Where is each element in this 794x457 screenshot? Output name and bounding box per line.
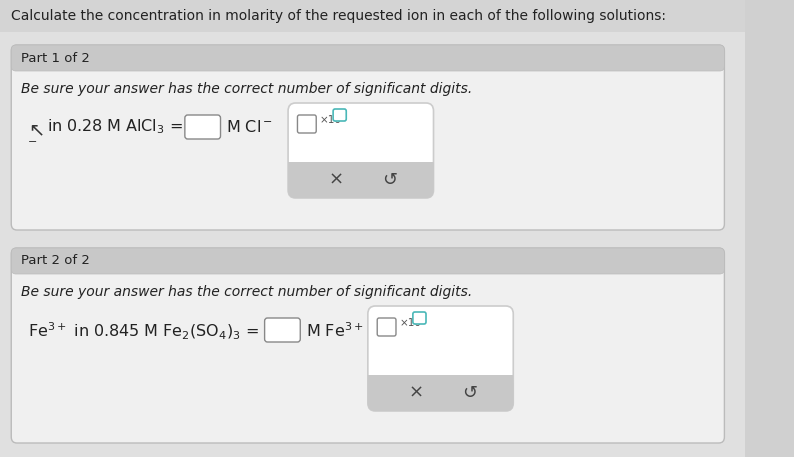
FancyBboxPatch shape — [288, 162, 434, 198]
Text: −: − — [28, 137, 37, 147]
Text: Part 1 of 2: Part 1 of 2 — [21, 52, 90, 64]
Text: ×: × — [329, 171, 344, 189]
FancyBboxPatch shape — [288, 103, 434, 198]
FancyBboxPatch shape — [368, 306, 513, 411]
FancyBboxPatch shape — [11, 248, 724, 274]
Text: Fe$^{3+}$ in 0.845 M Fe$_2$(SO$_4$)$_3$ =: Fe$^{3+}$ in 0.845 M Fe$_2$(SO$_4$)$_3$ … — [28, 320, 259, 341]
FancyBboxPatch shape — [0, 0, 745, 32]
FancyBboxPatch shape — [11, 248, 724, 443]
Text: in 0.28 M AlCl$_3$ =: in 0.28 M AlCl$_3$ = — [47, 117, 183, 136]
FancyBboxPatch shape — [333, 109, 346, 121]
FancyBboxPatch shape — [264, 318, 300, 342]
Text: M Cl$^-$: M Cl$^-$ — [226, 119, 273, 135]
Text: ↺: ↺ — [383, 171, 398, 189]
FancyBboxPatch shape — [11, 45, 724, 230]
Text: Calculate the concentration in molarity of the requested ion in each of the foll: Calculate the concentration in molarity … — [11, 9, 666, 23]
Text: ×10: ×10 — [399, 318, 422, 328]
Text: ×: × — [408, 384, 423, 402]
Text: ↺: ↺ — [462, 384, 477, 402]
Text: ×10: ×10 — [320, 115, 342, 125]
FancyBboxPatch shape — [413, 312, 426, 324]
FancyBboxPatch shape — [368, 375, 513, 411]
FancyBboxPatch shape — [368, 375, 513, 393]
FancyBboxPatch shape — [377, 318, 396, 336]
Text: Part 2 of 2: Part 2 of 2 — [21, 255, 90, 267]
Text: Be sure your answer has the correct number of significant digits.: Be sure your answer has the correct numb… — [21, 82, 472, 96]
Text: M Fe$^{3+}$: M Fe$^{3+}$ — [306, 322, 364, 340]
Text: Be sure your answer has the correct number of significant digits.: Be sure your answer has the correct numb… — [21, 285, 472, 299]
Text: ↖: ↖ — [28, 121, 44, 139]
FancyBboxPatch shape — [185, 115, 221, 139]
FancyBboxPatch shape — [298, 115, 316, 133]
FancyBboxPatch shape — [288, 162, 434, 180]
FancyBboxPatch shape — [11, 45, 724, 71]
FancyBboxPatch shape — [0, 32, 745, 457]
